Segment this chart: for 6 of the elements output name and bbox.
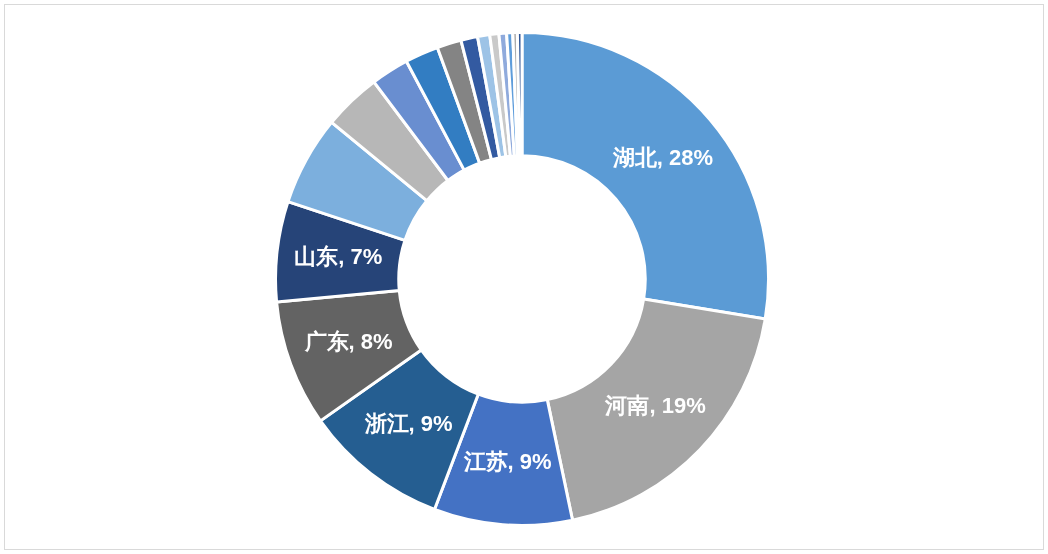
slice-label: 山东, 7%: [294, 244, 383, 270]
slice-label: 河南, 19%: [604, 392, 706, 418]
slice-label: 江苏, 9%: [462, 449, 552, 475]
slice-label: 湖北, 28%: [611, 145, 714, 171]
slice-label: 浙江, 9%: [363, 411, 453, 437]
slice-label: 广东, 8%: [303, 329, 393, 355]
